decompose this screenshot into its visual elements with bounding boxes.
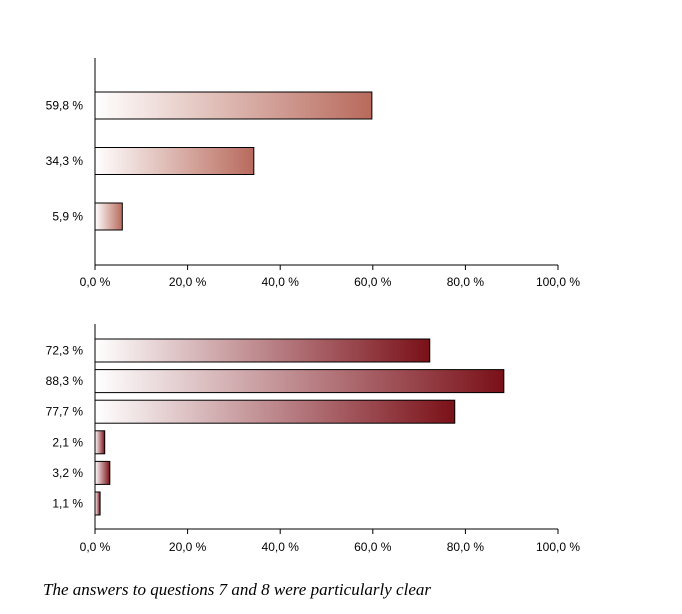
- chart-top: 0,0 % 20,0 % 40,0 % 60,0 % 80,0 % 100,0 % 59,8…: [46, 58, 580, 289]
- x-tick-label: 0,0 %: [80, 540, 111, 554]
- bar: [94, 430, 106, 455]
- bar: [94, 369, 505, 394]
- category-label: 1,1 %: [52, 497, 83, 511]
- x-tick-label: 40,0 %: [262, 540, 300, 554]
- chart-bottom: 0,0 % 20,0 % 40,0 % 60,0 % 80,0 % 100,0 % 72,3…: [46, 324, 580, 554]
- bar: [94, 202, 123, 231]
- category-label: 59,8 %: [46, 99, 84, 113]
- x-tick-label: 80,0 %: [447, 540, 485, 554]
- category-label: 3,2 %: [52, 466, 83, 480]
- bar: [94, 399, 456, 424]
- bar: [94, 91, 373, 120]
- x-tick-label: 20,0 %: [169, 275, 207, 289]
- chart-caption: The answers to questions 7 and 8 were pa…: [43, 580, 431, 599]
- x-tick-label: 60,0 %: [354, 540, 392, 554]
- x-tick-label: 100,0 %: [536, 540, 580, 554]
- x-tick-label: 40,0 %: [262, 275, 300, 289]
- category-label: 77,7 %: [46, 405, 84, 419]
- bar: [94, 338, 431, 363]
- category-label: 5,9 %: [52, 210, 83, 224]
- x-tick-label: 100,0 %: [536, 275, 580, 289]
- bar: [94, 460, 111, 485]
- x-tick-label: 60,0 %: [354, 275, 392, 289]
- category-label: 2,1 %: [52, 435, 83, 449]
- x-tick-label: 0,0 %: [80, 275, 111, 289]
- bar: [94, 491, 101, 516]
- category-label: 72,3 %: [46, 344, 84, 358]
- x-tick-label: 20,0 %: [169, 540, 207, 554]
- category-label: 34,3 %: [46, 154, 84, 168]
- x-tick-label: 80,0 %: [447, 275, 485, 289]
- bar: [94, 147, 255, 175]
- category-label: 88,3 %: [46, 374, 84, 388]
